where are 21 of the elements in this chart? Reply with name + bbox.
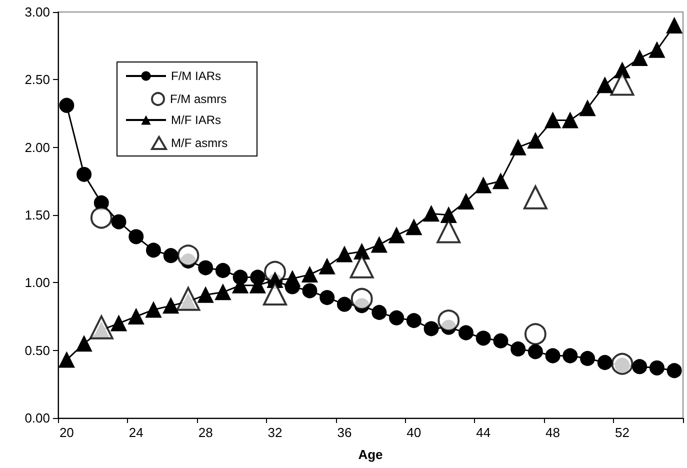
y-tick-label: 2.50 <box>24 72 50 88</box>
y-tick-label: 1.00 <box>24 275 50 290</box>
x-tick-label: 44 <box>476 425 491 440</box>
legend-label: M/F asmrs <box>171 136 228 150</box>
y-tick-label: 1.50 <box>24 208 50 222</box>
x-tick-label: 24 <box>128 425 144 440</box>
legend-label: F/M asmrs <box>170 92 227 106</box>
y-tick-label: 0.00 <box>24 410 50 426</box>
y-tick-label: 0.50 <box>24 342 50 358</box>
x-tick-label: 20 <box>59 425 74 440</box>
x-tick-label: 32 <box>268 425 282 440</box>
legend-label: M/F IARs <box>171 113 221 127</box>
x-tick-label: 36 <box>337 425 352 440</box>
x-tick-label: 28 <box>198 425 213 440</box>
legend-label: F/M IARs <box>171 69 221 83</box>
x-tick-label: 52 <box>615 425 630 440</box>
x-tick-label: 40 <box>406 425 422 440</box>
x-axis-title: Age <box>358 447 383 462</box>
y-tick-label: 2.00 <box>24 140 50 155</box>
x-tick-label: 48 <box>546 425 560 440</box>
y-tick-label: 3.00 <box>24 4 50 20</box>
